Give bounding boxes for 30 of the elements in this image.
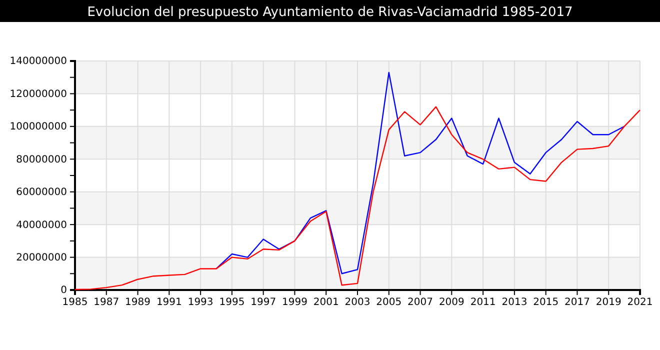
line-series — [74, 106, 641, 290]
x-tick-label: 1991 — [156, 297, 182, 308]
y-tick-label: 20000000 — [16, 252, 67, 264]
x-tick-label: 2003 — [344, 297, 370, 308]
y-tick-label: 60000000 — [16, 187, 67, 198]
y-tick-label: 0 — [60, 285, 67, 296]
y-tick-label: 100000000 — [10, 122, 67, 133]
x-tick-label: 2005 — [376, 297, 402, 308]
x-tick-label: 1997 — [250, 297, 276, 308]
x-tick-label: 2013 — [502, 297, 528, 308]
y-tick-label: 140000000 — [10, 56, 67, 68]
x-tick-label: 1999 — [282, 297, 308, 308]
x-tick-label: 1985 — [62, 297, 88, 308]
chart-title: Evolucion del presupuesto Ayuntamiento de Rivas-Vaciamadrid 1985-2017 — [87, 5, 573, 20]
x-tick-label: 2017 — [564, 297, 590, 308]
y-tick-label: 80000000 — [16, 154, 67, 166]
x-tick-label: 1993 — [188, 297, 214, 308]
x-tick-label: 1989 — [125, 297, 151, 308]
x-tick-label: 2019 — [596, 297, 622, 308]
x-tick-label: 2011 — [470, 297, 496, 308]
x-tick-label: 1995 — [219, 297, 245, 308]
x-tick-label: 2009 — [438, 297, 464, 308]
x-tick-label: 2015 — [533, 297, 559, 308]
y-tick-label: 120000000 — [10, 88, 67, 100]
x-tick-label: 2021 — [627, 297, 653, 308]
line-series — [216, 72, 625, 274]
y-tick-label: 40000000 — [16, 220, 67, 231]
x-tick-label: 2007 — [408, 297, 434, 308]
x-tick-label: 1987 — [94, 297, 120, 308]
x-tick-label: 2001 — [313, 297, 339, 308]
